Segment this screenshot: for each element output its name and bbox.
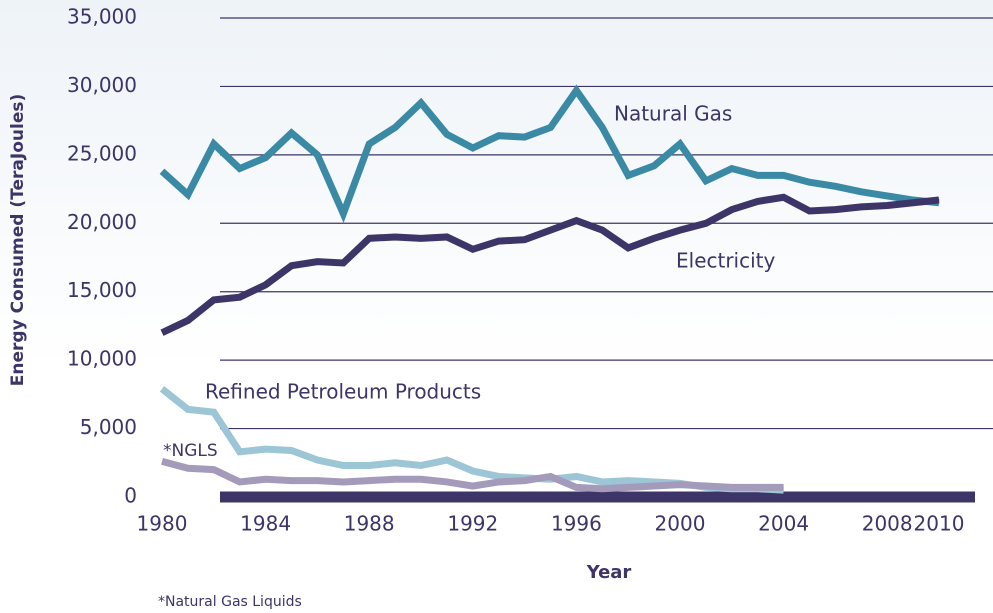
- x-axis-title: Year: [586, 562, 632, 583]
- series-label: Natural Gas: [614, 102, 732, 126]
- x-tick-label: 2010: [914, 512, 965, 536]
- series-label: *NGLS: [163, 441, 218, 461]
- x-tick-label: 1980: [137, 512, 188, 536]
- series-line: [161, 458, 784, 493]
- series-label: Refined Petroleum Products: [205, 380, 481, 404]
- series-line: [160, 193, 940, 336]
- series-line: [159, 386, 784, 494]
- series-line: [159, 84, 940, 224]
- x-tick-label: 2004: [758, 512, 809, 536]
- y-tick-label: 5,000: [80, 415, 137, 439]
- footnote: *Natural Gas Liquids: [158, 594, 302, 610]
- x-tick-label: 1988: [344, 512, 395, 536]
- x-tick-label: 1984: [240, 512, 291, 536]
- y-tick-label: 15,000: [67, 278, 137, 302]
- y-tick-label: 20,000: [67, 210, 137, 234]
- y-tick-label: 35,000: [67, 5, 137, 29]
- y-tick-label: 25,000: [67, 141, 137, 165]
- x-tick-label: 2000: [655, 512, 706, 536]
- y-tick-label: 0: [124, 484, 137, 508]
- x-tick-label: 1992: [447, 512, 498, 536]
- y-tick-label: 30,000: [67, 73, 137, 97]
- y-tick-label: 10,000: [67, 347, 137, 371]
- series-label: Electricity: [676, 249, 776, 273]
- y-axis-title: Energy Consumed (TeraJoules): [8, 94, 28, 386]
- x-tick-label: 2008: [862, 512, 913, 536]
- x-tick-label: 1996: [551, 512, 602, 536]
